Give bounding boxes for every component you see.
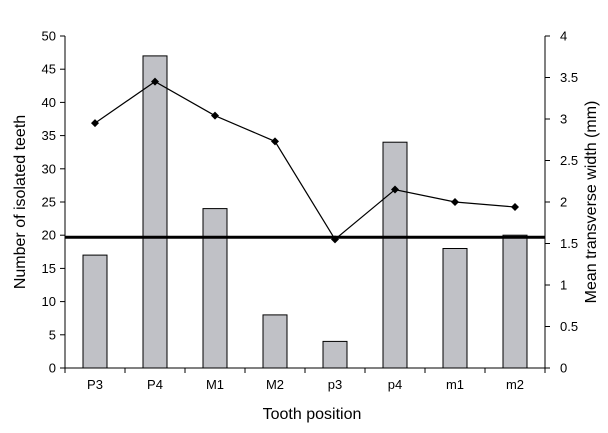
y-tick-label: 10 bbox=[42, 294, 56, 309]
y-axis-title: Number of isolated teeth bbox=[12, 115, 29, 289]
y2-axis-title: Mean transverse width (mm) bbox=[583, 101, 600, 304]
labels-layer: 0 5 10 15 20 25 30 35 40 45 50 0 0.5 1 1.5 2 2.5 3 3.5 4 P3 P… bbox=[42, 29, 579, 393]
x-tick-label-P4: P4 bbox=[147, 377, 163, 392]
line-point-P4 bbox=[151, 77, 159, 86]
bar-p3 bbox=[322, 340, 348, 369]
y2-tick-label: 1.5 bbox=[560, 236, 578, 251]
y2-tick-label: 4 bbox=[560, 29, 567, 44]
y2-tick-label: 1 bbox=[560, 278, 567, 293]
line-point-p3 bbox=[331, 235, 339, 244]
y-tick-label: 15 bbox=[42, 261, 56, 276]
line-point-P3 bbox=[91, 119, 99, 128]
y-tick-label: 35 bbox=[42, 128, 56, 143]
y-tick-label: 20 bbox=[42, 228, 56, 243]
x-tick-label-P3: P3 bbox=[87, 377, 103, 392]
line-point-M2 bbox=[271, 137, 279, 146]
line-series-path bbox=[94, 80, 516, 241]
x-tick-label-M1: M1 bbox=[206, 377, 224, 392]
y2-tick-label: 2.5 bbox=[560, 153, 578, 168]
axes-layer bbox=[60, 35, 550, 373]
x-tick-label-p3: p3 bbox=[328, 377, 342, 392]
y-tick-label: 45 bbox=[42, 62, 56, 77]
bar-M1 bbox=[202, 208, 228, 369]
y2-tick-label: 0.5 bbox=[560, 319, 578, 334]
x-axis-title: Tooth position bbox=[263, 406, 362, 423]
line-point-m1 bbox=[451, 198, 459, 206]
x-tick-label-M2: M2 bbox=[266, 377, 284, 392]
y2-tick-label: 2 bbox=[560, 195, 567, 210]
y-tick-label: 50 bbox=[42, 29, 56, 44]
y-tick-label: 5 bbox=[49, 327, 56, 342]
y2-tick-label: 0 bbox=[560, 361, 567, 376]
x-tick-label-p4: p4 bbox=[388, 377, 402, 392]
line-series-layer bbox=[91, 77, 519, 244]
bar-P3 bbox=[82, 254, 108, 369]
bars-layer bbox=[82, 55, 528, 369]
y-tick-label: 40 bbox=[42, 95, 56, 110]
bar-M2 bbox=[262, 314, 288, 369]
line-point-m2 bbox=[511, 202, 519, 211]
x-tick-label-m2: m2 bbox=[506, 377, 524, 392]
bar-p4 bbox=[382, 141, 408, 369]
y-tick-label: 0 bbox=[49, 361, 56, 376]
bar-m2 bbox=[502, 234, 528, 369]
line-point-p4 bbox=[391, 185, 399, 194]
line-point-M1 bbox=[211, 111, 219, 120]
bar-m1 bbox=[442, 248, 468, 369]
bar-P4 bbox=[142, 55, 168, 369]
x-tick-label-m1: m1 bbox=[446, 377, 464, 392]
y2-tick-label: 3 bbox=[560, 112, 567, 127]
y-tick-label: 25 bbox=[42, 195, 56, 210]
y2-tick-label: 3.5 bbox=[560, 70, 578, 85]
y-tick-label: 30 bbox=[42, 161, 56, 176]
